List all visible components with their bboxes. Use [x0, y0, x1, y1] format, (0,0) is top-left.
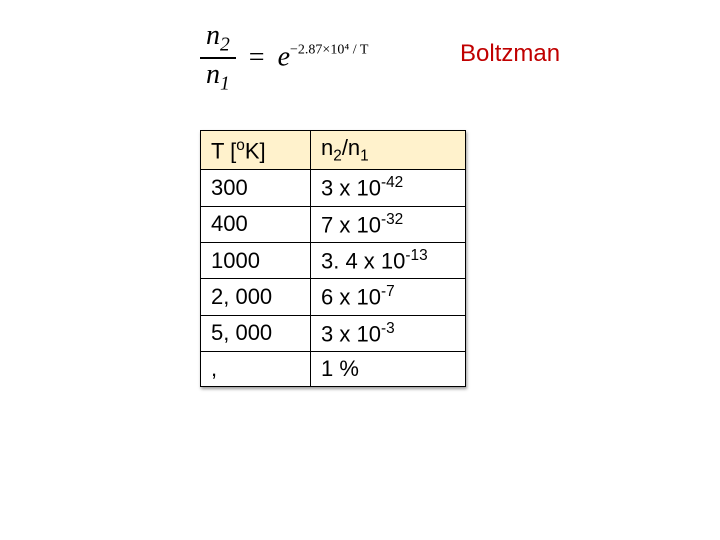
boltzmann-table-wrap: T [oK] n2/n1 300 3 x 10-42 400 7 x 10-32…	[200, 130, 466, 387]
cell-temperature: 400	[201, 206, 311, 242]
fraction: n2 n1	[200, 20, 236, 95]
cell-temperature: 1000	[201, 243, 311, 279]
cell-ratio: 1 %	[311, 352, 466, 387]
table-row: 2, 000 6 x 10-7	[201, 279, 466, 315]
cell-temperature: 2, 000	[201, 279, 311, 315]
title-label: Boltzman	[460, 40, 560, 68]
cell-ratio: 7 x 10-32	[311, 206, 466, 242]
cell-ratio: 3. 4 x 10-13	[311, 243, 466, 279]
rhs-base: e	[278, 42, 290, 73]
numerator-var: n	[206, 20, 220, 51]
denominator: n1	[200, 59, 236, 96]
cell-temperature: 5, 000	[201, 315, 311, 351]
table-row: , 1 %	[201, 352, 466, 387]
table-header-row: T [oK] n2/n1	[201, 131, 466, 170]
numerator: n2	[200, 20, 236, 59]
cell-ratio: 6 x 10-7	[311, 279, 466, 315]
cell-temperature: 300	[201, 170, 311, 206]
denominator-var: n	[206, 59, 220, 90]
cell-ratio: 3 x 10-3	[311, 315, 466, 351]
table-row: 1000 3. 4 x 10-13	[201, 243, 466, 279]
col-header-temperature: T [oK]	[201, 131, 311, 170]
equals-sign: =	[243, 42, 271, 73]
numerator-sub: 2	[220, 35, 230, 56]
rhs-exponent: −2.87×10⁴ / T	[290, 43, 368, 58]
col-header-ratio: n2/n1	[311, 131, 466, 170]
cell-temperature: ,	[201, 352, 311, 387]
table-body: 300 3 x 10-42 400 7 x 10-32 1000 3. 4 x …	[201, 170, 466, 387]
cell-ratio: 3 x 10-42	[311, 170, 466, 206]
denominator-sub: 1	[220, 73, 230, 94]
table-row: 5, 000 3 x 10-3	[201, 315, 466, 351]
boltzmann-table: T [oK] n2/n1 300 3 x 10-42 400 7 x 10-32…	[200, 130, 466, 387]
table-row: 300 3 x 10-42	[201, 170, 466, 206]
table-row: 400 7 x 10-32	[201, 206, 466, 242]
boltzmann-formula: n2 n1 = e−2.87×10⁴ / T	[200, 20, 368, 95]
